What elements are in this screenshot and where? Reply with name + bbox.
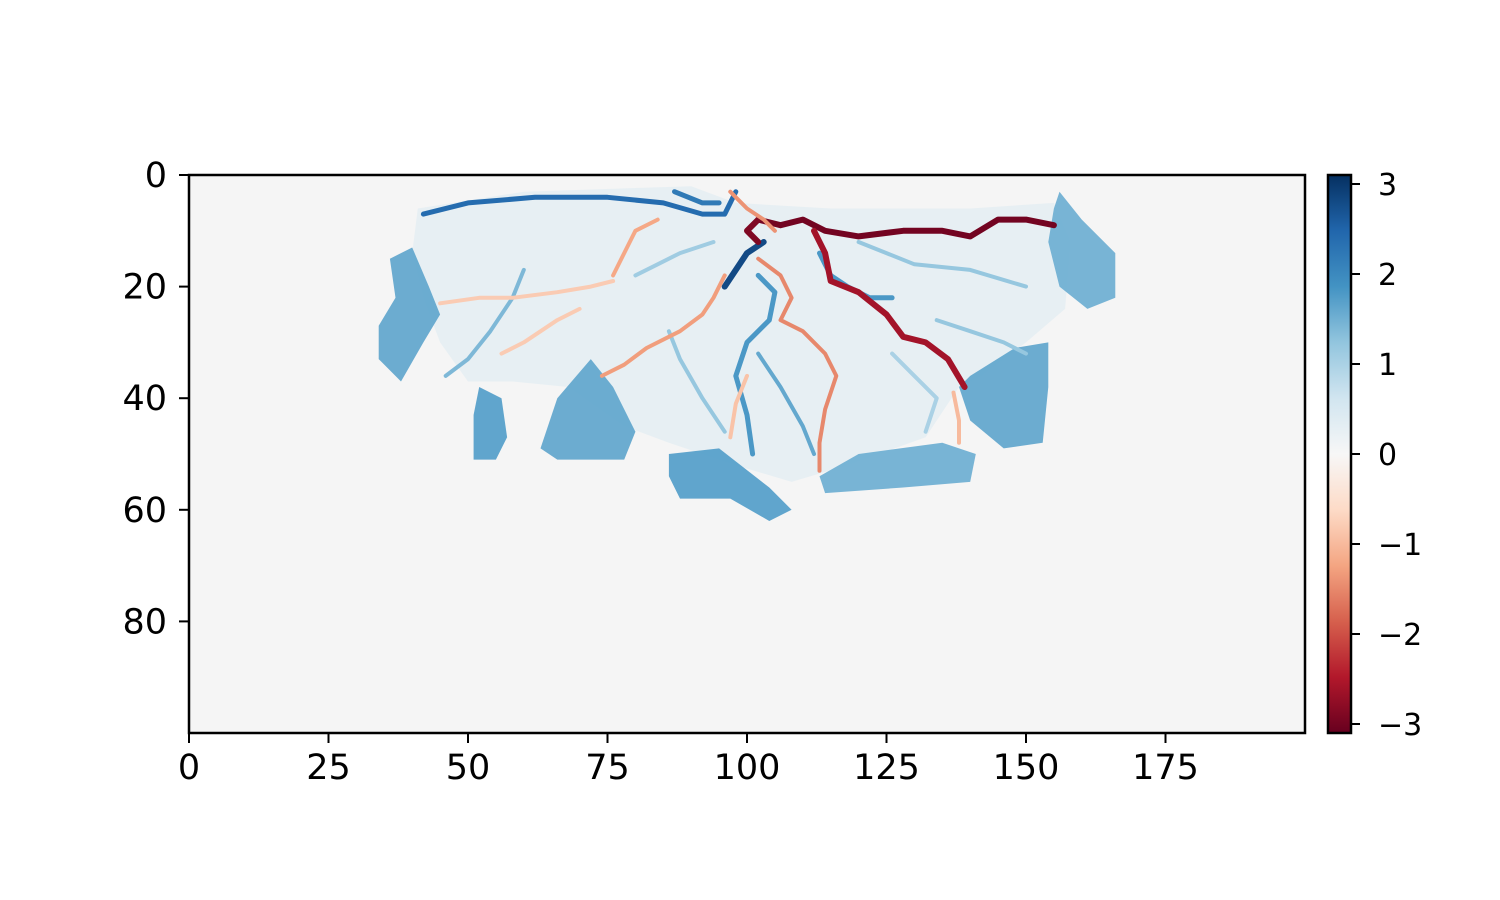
colorbar: 3 2 1 0 −1 −2 −3	[1326, 168, 1422, 743]
colorbar-tick-label: −2	[1378, 618, 1422, 653]
heatmap-channel	[755, 216, 1057, 240]
heatmap-channel	[934, 318, 1028, 356]
colorbar-tick-label: 3	[1378, 168, 1397, 203]
heatmap-channel	[744, 216, 762, 245]
heatmap-channel	[672, 189, 722, 206]
heatmap-channel	[721, 239, 767, 290]
heatmap-channel	[633, 240, 716, 278]
x-axis: 0 25 50 75 100 125 150 175	[178, 733, 1199, 788]
colorbar-tick-label: −3	[1378, 708, 1422, 743]
heatmap-region	[378, 247, 441, 382]
heatmap-channel	[733, 272, 778, 457]
colorbar-tick-label: 2	[1378, 258, 1397, 293]
colorbar-tick-label: 1	[1378, 348, 1397, 383]
y-tick-label: 20	[122, 268, 167, 308]
heatmap-region	[1048, 191, 1116, 309]
heatmap-channel	[443, 267, 526, 378]
y-tick-label: 80	[122, 602, 167, 642]
heatmap-channel	[811, 227, 968, 390]
x-tick-label: 100	[714, 748, 781, 788]
colorbar-tick-label: −1	[1378, 528, 1422, 563]
heatmap-region	[668, 448, 792, 521]
heatmap-channel	[438, 279, 616, 306]
heatmap-channel	[420, 189, 739, 217]
heatmap-channel	[856, 240, 1028, 289]
x-tick-label: 75	[585, 748, 630, 788]
heatmap-channel	[728, 189, 777, 233]
colorbar-gradient	[1328, 175, 1351, 733]
y-tick-label: 0	[145, 156, 167, 196]
heatmap-channel	[756, 256, 839, 473]
heatmap-channel	[728, 373, 749, 440]
x-tick-label: 25	[306, 748, 351, 788]
heatmap-channel	[890, 351, 939, 434]
heatmap-channel	[611, 217, 660, 278]
y-tick-label: 40	[122, 379, 167, 419]
heatmap-channel	[499, 306, 582, 356]
heatmap-channel	[666, 329, 727, 434]
heatmap-region	[473, 387, 508, 460]
x-tick-label: 150	[993, 748, 1060, 788]
x-tick-label: 0	[178, 748, 200, 788]
x-tick-label: 175	[1132, 748, 1199, 788]
heatmap-background	[189, 175, 1305, 733]
colorbar-tick-label: 0	[1378, 438, 1397, 473]
colorbar-ticks: 3 2 1 0 −1 −2 −3	[1351, 168, 1422, 743]
y-tick-label: 60	[122, 491, 167, 531]
x-tick-label: 125	[853, 748, 920, 788]
plot-area	[187, 173, 1307, 735]
x-tick-label: 50	[446, 748, 491, 788]
heatmap-region	[540, 359, 636, 460]
heatmap-channels	[420, 189, 1057, 473]
y-axis: 0 20 40 60 80	[122, 156, 189, 642]
heatmap-region	[959, 342, 1049, 449]
heatmap-region	[819, 442, 976, 494]
heatmap-channel	[756, 351, 816, 456]
heatmap-channel	[951, 390, 961, 445]
heatmap-channel	[599, 273, 727, 378]
